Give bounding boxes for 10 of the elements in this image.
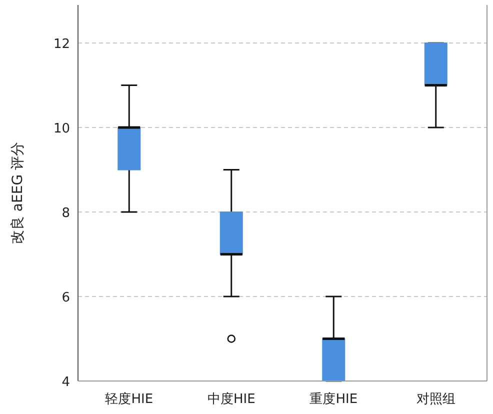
x-tick-label: 对照组 — [416, 392, 456, 407]
y-tick-label: 8 — [62, 206, 70, 222]
x-tick-label: 重度HIE — [310, 391, 358, 407]
x-tick-label: 轻度HIE — [105, 391, 154, 407]
y-axis-title: 改良 aEEG 评分 — [10, 142, 26, 244]
y-tick-label: 6 — [62, 290, 70, 306]
y-tick-label: 12 — [53, 37, 70, 52]
y-tick-label: 4 — [62, 375, 70, 390]
x-tick-label: 中度HIE — [207, 391, 256, 407]
y-tick-label: 10 — [53, 122, 70, 137]
